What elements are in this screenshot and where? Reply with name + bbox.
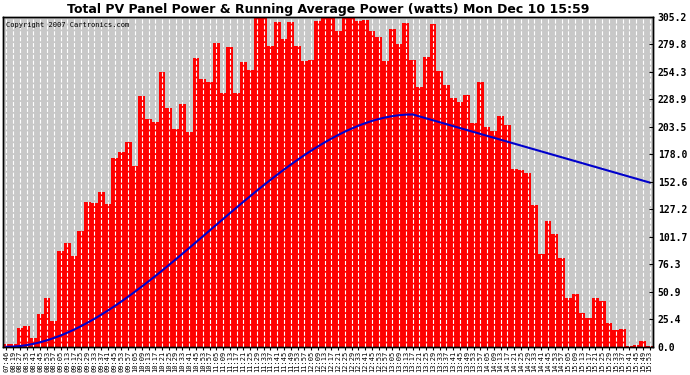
Bar — [362, 20, 368, 347]
Bar — [382, 61, 389, 347]
Bar — [322, 17, 328, 347]
Bar — [335, 31, 342, 347]
Bar — [477, 82, 484, 347]
Bar — [315, 21, 322, 347]
Bar — [511, 170, 518, 347]
Bar — [368, 30, 375, 347]
Bar — [416, 87, 423, 347]
Bar — [395, 44, 402, 347]
Bar — [430, 24, 436, 347]
Bar — [281, 39, 287, 347]
Bar — [524, 172, 531, 347]
Bar — [409, 60, 416, 347]
Bar — [267, 46, 274, 347]
Bar — [186, 132, 193, 347]
Bar — [592, 298, 599, 347]
Bar — [578, 313, 585, 347]
Bar — [355, 21, 362, 347]
Bar — [64, 243, 70, 347]
Bar — [70, 256, 77, 347]
Bar — [23, 326, 30, 347]
Bar — [10, 344, 17, 347]
Bar — [274, 22, 281, 347]
Bar — [606, 323, 612, 347]
Bar — [98, 192, 105, 347]
Bar — [457, 102, 464, 347]
Bar — [348, 17, 355, 347]
Bar — [531, 205, 538, 347]
Bar — [193, 58, 199, 347]
Bar — [464, 95, 470, 347]
Bar — [423, 57, 430, 347]
Bar — [152, 122, 159, 347]
Bar — [497, 116, 504, 347]
Bar — [111, 158, 118, 347]
Bar — [491, 131, 497, 347]
Bar — [179, 104, 186, 347]
Bar — [450, 98, 457, 347]
Bar — [105, 204, 111, 347]
Bar — [402, 23, 409, 347]
Bar — [125, 141, 132, 347]
Bar — [233, 93, 240, 347]
Bar — [50, 321, 57, 347]
Bar — [301, 61, 308, 347]
Bar — [342, 17, 348, 347]
Bar — [226, 47, 233, 347]
Bar — [640, 341, 647, 347]
Bar — [544, 220, 551, 347]
Bar — [172, 129, 179, 347]
Bar — [328, 17, 335, 347]
Bar — [240, 63, 247, 347]
Bar — [565, 298, 572, 347]
Bar — [619, 329, 626, 347]
Bar — [518, 170, 524, 347]
Bar — [3, 345, 10, 347]
Bar — [538, 254, 544, 347]
Bar — [30, 338, 37, 347]
Bar — [132, 166, 139, 347]
Bar — [84, 202, 91, 347]
Title: Total PV Panel Power & Running Average Power (watts) Mon Dec 10 15:59: Total PV Panel Power & Running Average P… — [67, 3, 589, 16]
Bar — [287, 22, 294, 347]
Bar — [219, 93, 226, 347]
Bar — [585, 318, 592, 347]
Bar — [206, 82, 213, 347]
Bar — [599, 301, 606, 347]
Bar — [551, 234, 558, 347]
Bar — [443, 85, 450, 347]
Bar — [633, 345, 640, 347]
Bar — [247, 70, 253, 347]
Bar — [91, 203, 98, 347]
Text: Copyright 2007 Cartronics.com: Copyright 2007 Cartronics.com — [6, 22, 130, 28]
Bar — [558, 258, 565, 347]
Bar — [647, 346, 653, 347]
Bar — [43, 298, 50, 347]
Bar — [436, 71, 443, 347]
Bar — [159, 72, 166, 347]
Bar — [253, 17, 260, 347]
Bar — [389, 29, 395, 347]
Bar — [375, 37, 382, 347]
Bar — [118, 152, 125, 347]
Bar — [626, 346, 633, 347]
Bar — [470, 123, 477, 347]
Bar — [77, 231, 84, 347]
Bar — [166, 108, 172, 347]
Bar — [57, 251, 64, 347]
Bar — [37, 314, 43, 347]
Bar — [260, 17, 267, 347]
Bar — [308, 60, 315, 347]
Bar — [213, 43, 219, 347]
Bar — [145, 119, 152, 347]
Bar — [294, 46, 301, 347]
Bar — [17, 328, 23, 347]
Bar — [199, 79, 206, 347]
Bar — [139, 96, 145, 347]
Bar — [484, 128, 491, 347]
Bar — [612, 330, 619, 347]
Bar — [572, 294, 578, 347]
Bar — [504, 125, 511, 347]
